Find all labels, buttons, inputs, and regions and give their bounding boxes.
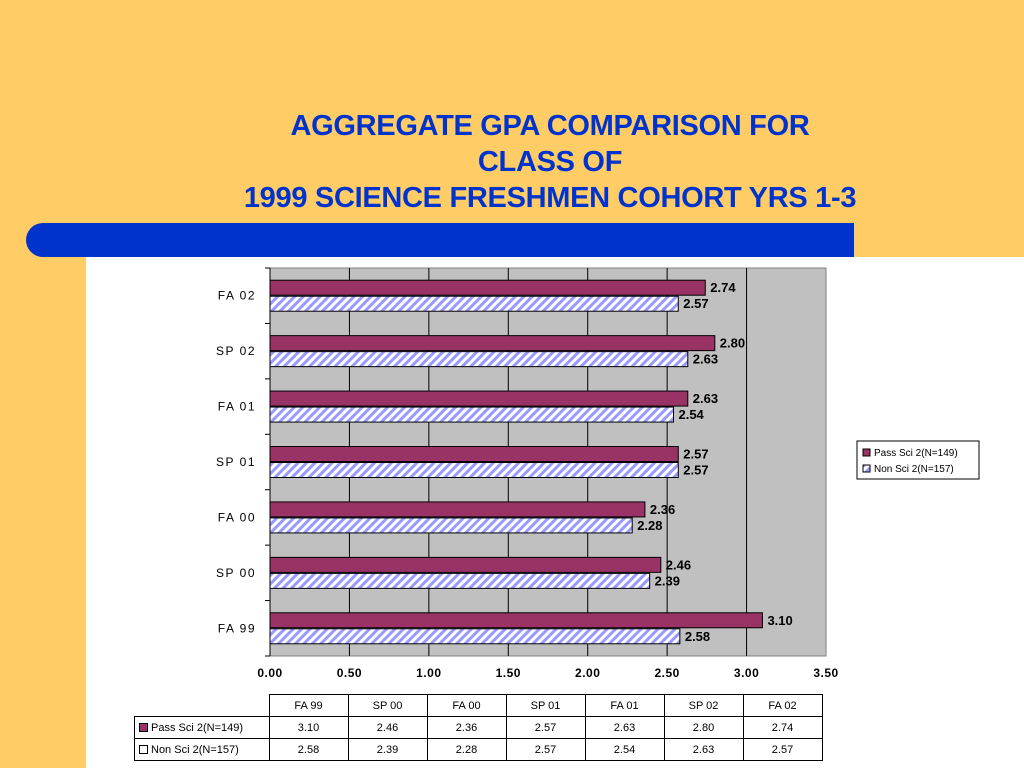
data-label-non: 2.63 bbox=[693, 352, 718, 367]
bar-pass-sci bbox=[269, 556, 662, 573]
category-label: FA 02 bbox=[218, 289, 256, 303]
category-label: SP 00 bbox=[216, 566, 256, 580]
table-cell: 2.46 bbox=[347, 716, 428, 739]
legend-pass-swatch bbox=[862, 448, 871, 457]
category-label: FA 99 bbox=[218, 621, 256, 635]
table-row-header: Pass Sci 2(N=149) bbox=[134, 716, 270, 739]
table-cell: 2.36 bbox=[426, 716, 507, 739]
x-tick-label: 2.00 bbox=[575, 666, 600, 680]
table-col-header: FA 00 bbox=[426, 694, 507, 717]
legend-non-swatch bbox=[862, 464, 871, 473]
bar-non-sci bbox=[269, 517, 633, 534]
non-series-key-icon bbox=[139, 745, 148, 755]
bar-non-sci bbox=[269, 295, 679, 312]
data-label-pass: 2.74 bbox=[710, 280, 736, 295]
category-label: SP 01 bbox=[216, 455, 256, 469]
data-table: FA 99 SP 00 FA 00 SP 01 FA 01 SP 02 FA 0… bbox=[134, 694, 823, 761]
x-tick-label: 3.50 bbox=[813, 666, 838, 680]
data-label-pass: 3.10 bbox=[767, 613, 792, 628]
category-label: FA 00 bbox=[218, 510, 256, 524]
x-tick-label: 2.50 bbox=[654, 666, 679, 680]
table-col-header: FA 99 bbox=[268, 694, 349, 717]
table-row-non: Non Sci 2(N=157) 2.58 2.39 2.28 2.57 2.5… bbox=[134, 738, 823, 761]
table-cell: 2.54 bbox=[584, 738, 665, 761]
data-label-pass: 2.46 bbox=[666, 557, 691, 572]
bar-non-sci bbox=[269, 406, 674, 423]
bar-non-sci bbox=[269, 462, 679, 478]
table-cell: 2.57 bbox=[505, 716, 586, 739]
bar-non-sci bbox=[269, 351, 689, 368]
table-row-header: Non Sci 2(N=157) bbox=[134, 738, 270, 761]
table-cell: 2.63 bbox=[584, 716, 665, 739]
slide-title: AGGREGATE GPA COMPARISON FOR CLASS OF 19… bbox=[100, 108, 1000, 216]
table-header-row: FA 99 SP 00 FA 00 SP 01 FA 01 SP 02 FA 0… bbox=[135, 694, 823, 717]
category-label: FA 01 bbox=[218, 400, 256, 414]
table-cell: 2.39 bbox=[347, 738, 428, 761]
title-line-3: 1999 SCIENCE FRESHMEN COHORT YRS 1-3 bbox=[243, 182, 857, 214]
table-cell: 2.28 bbox=[426, 738, 507, 761]
bar-pass-sci bbox=[269, 501, 646, 518]
table-row-label: Non Sci 2(N=157) bbox=[151, 743, 239, 756]
data-label-pass: 2.36 bbox=[650, 502, 675, 517]
data-label-non: 2.57 bbox=[683, 463, 708, 478]
table-cell: 2.63 bbox=[663, 738, 744, 761]
table-cell: 2.80 bbox=[663, 716, 744, 739]
legend-pass-label: Pass Sci 2(N=149) bbox=[874, 448, 958, 459]
bar-non-sci bbox=[269, 572, 651, 589]
legend-box bbox=[856, 440, 980, 480]
table-cell: 3.10 bbox=[268, 716, 349, 739]
title-line-1: AGGREGATE GPA COMPARISON FOR bbox=[290, 110, 810, 142]
bar-pass-sci bbox=[269, 612, 763, 629]
table-col-header: SP 01 bbox=[505, 694, 586, 717]
table-row-pass: Pass Sci 2(N=149) 3.10 2.46 2.36 2.57 2.… bbox=[134, 716, 823, 739]
data-label-pass: 2.57 bbox=[683, 447, 708, 462]
pass-series-key-icon bbox=[139, 723, 148, 733]
bar-pass-sci bbox=[269, 335, 716, 352]
accent-bar bbox=[26, 223, 854, 257]
x-tick-label: 1.00 bbox=[416, 666, 441, 680]
category-label: SP 02 bbox=[216, 344, 256, 358]
table-cell: 2.58 bbox=[268, 738, 349, 761]
bar-pass-sci bbox=[269, 446, 679, 462]
table-cell: 2.57 bbox=[742, 738, 823, 761]
data-label-non: 2.28 bbox=[637, 518, 662, 533]
table-col-header: SP 02 bbox=[663, 694, 744, 717]
table-col-header: SP 00 bbox=[347, 694, 428, 717]
table-col-header: FA 02 bbox=[742, 694, 823, 717]
x-tick-label: 1.50 bbox=[496, 666, 521, 680]
data-label-non: 2.57 bbox=[683, 296, 708, 311]
x-tick-label: 0.00 bbox=[257, 666, 282, 680]
legend-non-label: Non Sci 2(N=157) bbox=[874, 464, 954, 475]
data-label-pass: 2.63 bbox=[693, 391, 718, 406]
data-label-non: 2.54 bbox=[678, 407, 704, 422]
table-cell: 2.74 bbox=[742, 716, 823, 739]
data-label-non: 2.39 bbox=[655, 573, 680, 588]
x-tick-label: 3.00 bbox=[734, 666, 759, 680]
bar-non-sci bbox=[269, 628, 681, 645]
table-row-label: Pass Sci 2(N=149) bbox=[151, 721, 244, 734]
bar-chart: 0.00 0.50 1.00 1.50 2.00 2.50 3.00 3.50 FA 02 2.7… bbox=[216, 267, 980, 680]
bar-pass-sci bbox=[269, 279, 706, 296]
data-label-pass: 2.80 bbox=[720, 336, 745, 351]
data-label-non: 2.58 bbox=[685, 629, 710, 644]
title-line-2: CLASS OF bbox=[477, 146, 623, 178]
bar-pass-sci bbox=[269, 390, 689, 407]
x-tick-label: 0.50 bbox=[337, 666, 362, 680]
table-col-header: FA 01 bbox=[584, 694, 665, 717]
table-cell: 2.57 bbox=[505, 738, 586, 761]
slide-content: 0.00 0.50 1.00 1.50 2.00 2.50 3.00 3.50 FA 02 2.7… bbox=[86, 257, 1024, 768]
